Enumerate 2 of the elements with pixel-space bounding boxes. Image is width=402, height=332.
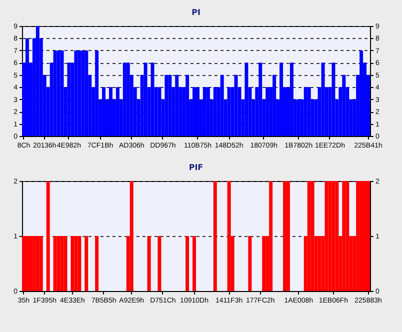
chart-title: PIF xyxy=(188,163,204,172)
chart-title: PI xyxy=(192,8,200,17)
